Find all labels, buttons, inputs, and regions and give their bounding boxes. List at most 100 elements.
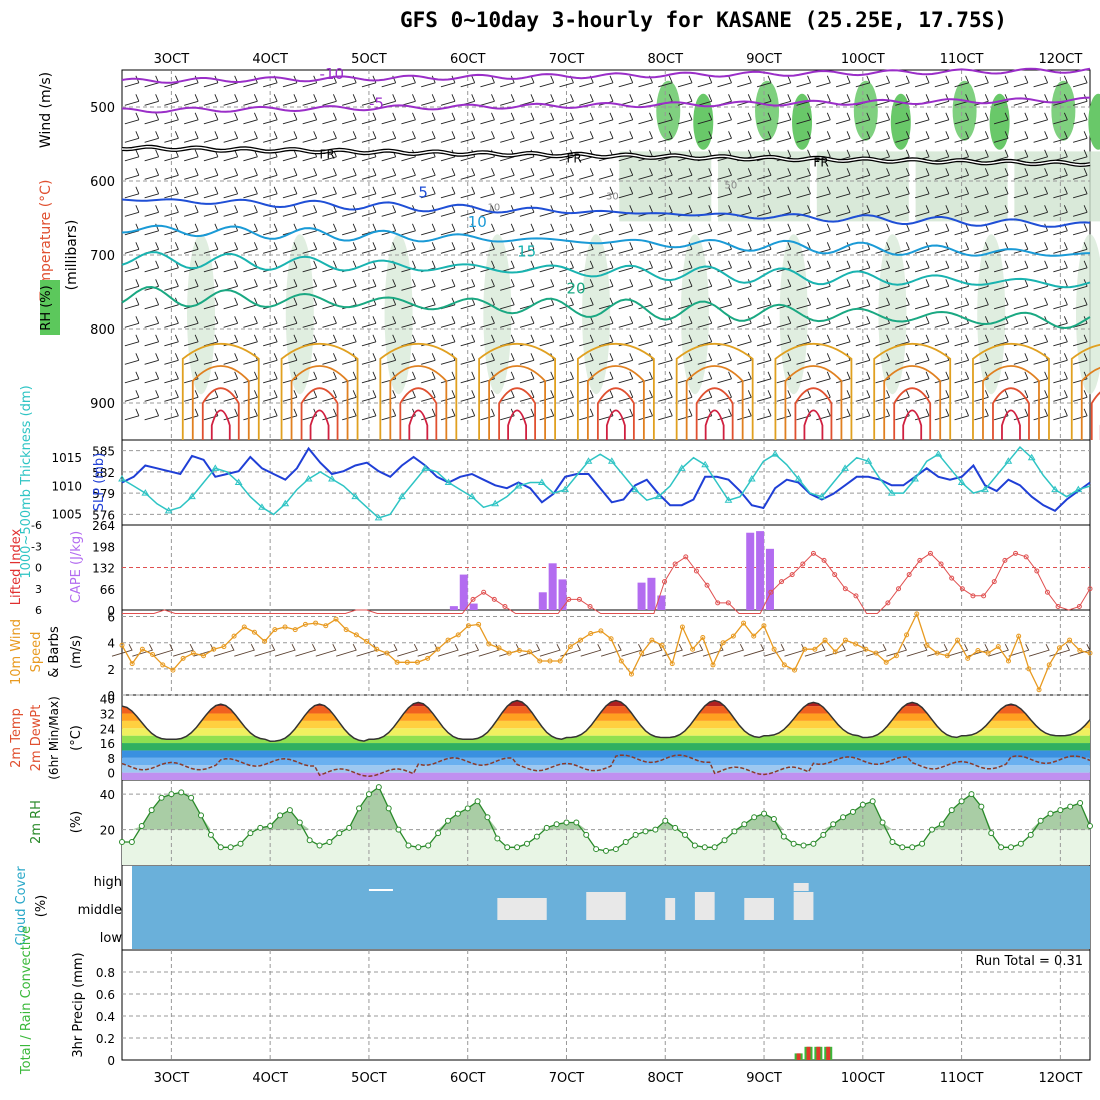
- isotherm-label: 20: [566, 280, 585, 298]
- wind-barb: [440, 334, 456, 347]
- wind-barb: [263, 223, 278, 236]
- rh-point: [178, 789, 185, 796]
- wind-barb: [282, 94, 298, 106]
- wind-barb: [500, 353, 515, 365]
- wind-barb: [816, 75, 831, 88]
- wind-barb: [203, 353, 219, 365]
- cape-bar: [449, 606, 458, 610]
- wind-barb: [282, 260, 298, 273]
- y-tick-pressure: 600: [90, 175, 115, 190]
- thickness-point: [234, 478, 243, 485]
- wind-barb: [875, 242, 890, 254]
- ylabel-rh2m: 2m RH: [29, 800, 44, 844]
- rh-point: [1047, 810, 1054, 817]
- wind-barb: [144, 131, 160, 143]
- thickness-point: [258, 503, 266, 510]
- wind-speed-point: [150, 651, 156, 657]
- wind-barb: [993, 168, 1009, 180]
- wind-barb: [598, 131, 614, 143]
- wind-barb: [1033, 371, 1049, 384]
- rh-point: [346, 824, 353, 831]
- wind-barb: [500, 371, 515, 384]
- wind-barb: [124, 205, 140, 217]
- isotherm-label: 10: [468, 213, 487, 231]
- wind-barb: [302, 279, 318, 291]
- wind-speed-point: [944, 653, 950, 659]
- li-point: [1076, 603, 1082, 609]
- wind-barb: [282, 75, 298, 88]
- wind-barb: [282, 390, 298, 402]
- wind-speed-point: [822, 637, 828, 643]
- ylabel-wind-unit: (m/s): [69, 635, 84, 669]
- wind-barb: [835, 168, 851, 180]
- wind-barb: [381, 316, 397, 328]
- wind-barb: [124, 371, 140, 384]
- cloud-bar-high: [793, 883, 809, 891]
- wind-speed-point: [170, 667, 176, 673]
- wind-barb: [855, 353, 871, 365]
- y-tick-wind: 4: [107, 637, 115, 651]
- wind-barb: [539, 390, 555, 402]
- rh-point: [948, 807, 955, 814]
- wind-barb: [598, 168, 614, 180]
- surface-wind-barb: [539, 643, 561, 657]
- wind-barb: [519, 242, 535, 254]
- wind-barb: [421, 408, 436, 421]
- wind-barb: [361, 316, 377, 328]
- wind-barb: [480, 242, 495, 254]
- surface-wind-barb: [825, 643, 846, 657]
- wind-barb: [401, 316, 416, 328]
- wind-speed-point: [863, 646, 869, 652]
- rh-point: [761, 810, 768, 817]
- wind-barb: [302, 131, 318, 143]
- wind-barb: [796, 297, 811, 310]
- wind-barb: [203, 186, 219, 199]
- wind-barb: [697, 279, 713, 291]
- li-point: [949, 575, 955, 581]
- x-tick-bottom: 5OCT: [351, 1071, 387, 1086]
- wind-speed-point: [272, 627, 278, 633]
- rh-point: [938, 821, 945, 828]
- wind-barb: [322, 334, 337, 347]
- wind-barb: [756, 371, 772, 384]
- li-point: [779, 579, 785, 585]
- wind-barb: [539, 316, 555, 328]
- wind-barb: [776, 334, 792, 347]
- wind-barb: [223, 260, 239, 273]
- rh-point: [563, 819, 570, 826]
- rh-shade: [187, 234, 216, 395]
- surface-wind-barb: [662, 643, 683, 657]
- y-tick-temp: 0: [107, 767, 115, 781]
- x-tick-bottom: 11OCT: [940, 1071, 984, 1086]
- wind-barb: [342, 223, 357, 236]
- wind-barb: [974, 131, 989, 143]
- x-tick-top: 3OCT: [154, 52, 190, 67]
- thickness-point: [211, 464, 220, 471]
- wind-barb: [203, 371, 219, 384]
- isotherm-label: -10: [320, 65, 345, 83]
- low-level-isotherm: [982, 365, 1040, 440]
- wind-barb: [203, 279, 219, 291]
- wind-barb: [460, 334, 476, 347]
- surface-wind-barb: [356, 643, 378, 657]
- wind-barb: [954, 408, 970, 421]
- wind-barb: [618, 334, 634, 347]
- wind-barb: [539, 131, 555, 143]
- wind-barb: [993, 186, 1009, 199]
- wind-speed-point: [975, 648, 981, 654]
- rh-point: [840, 814, 847, 821]
- wind-barb: [835, 390, 851, 402]
- li-point: [970, 593, 976, 599]
- rh-point: [603, 847, 609, 854]
- wind-speed-point: [639, 650, 645, 656]
- li-point: [1087, 586, 1093, 592]
- wind-barb: [855, 371, 871, 384]
- rh-point: [682, 831, 689, 838]
- wind-barb: [737, 131, 752, 143]
- rh-shade: [384, 234, 413, 395]
- wind-barb: [697, 186, 713, 199]
- low-level-isotherm: [685, 365, 744, 440]
- wind-barb: [776, 316, 792, 328]
- wind-barb: [480, 186, 495, 199]
- precip-bar-convective: [796, 1053, 801, 1060]
